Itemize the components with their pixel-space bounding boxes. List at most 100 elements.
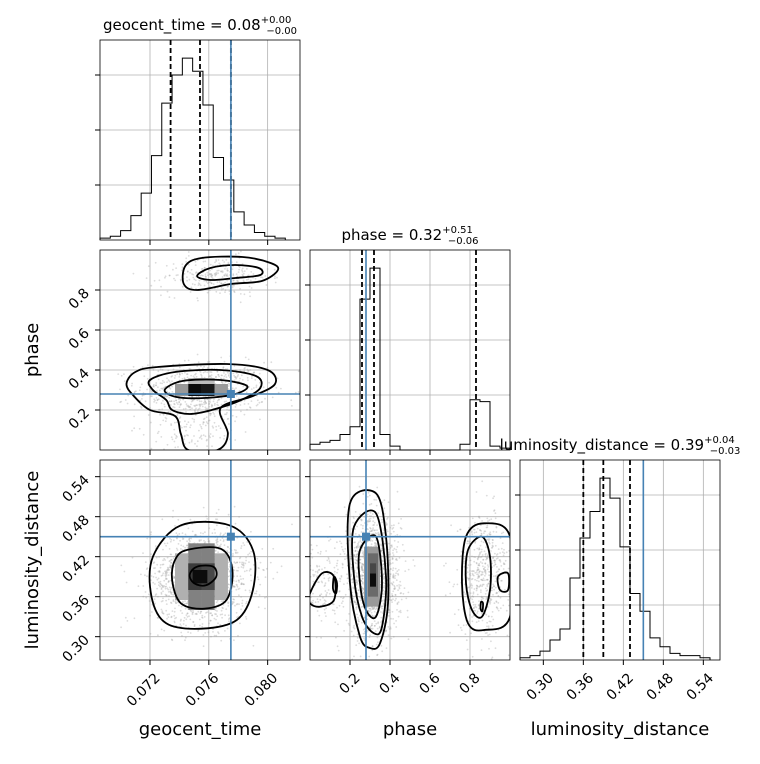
scatter-point (219, 436, 222, 439)
scatter-point (240, 582, 243, 585)
scatter-point (256, 557, 259, 560)
scatter-point (201, 268, 204, 270)
scatter-point (173, 377, 176, 379)
scatter-point (209, 436, 212, 439)
scatter-point (223, 434, 226, 437)
scatter-point (222, 377, 225, 380)
scatter-point (205, 408, 207, 410)
scatter-point (492, 497, 494, 500)
scatter-point (238, 594, 240, 597)
panel-title-geocent_time: geocent_time = 0.08+0.00 −0.00 (103, 15, 297, 37)
scatter-point (475, 621, 478, 624)
scatter-point (140, 573, 142, 576)
scatter-point (161, 408, 164, 411)
scatter-point (444, 594, 447, 597)
scatter-point (320, 636, 322, 639)
scatter-point (237, 374, 240, 376)
scatter-point (361, 575, 363, 578)
scatter-point (479, 524, 482, 526)
hist-frame-phase (309, 249, 511, 451)
scatter-point (217, 622, 219, 625)
scatter-point (337, 623, 339, 626)
scatter-point (362, 569, 365, 572)
scatter-point (196, 445, 198, 448)
scatter-point (497, 557, 499, 559)
scatter-point (354, 601, 357, 604)
scatter-point (470, 583, 473, 585)
scatter-point (160, 583, 162, 586)
scatter-point (355, 562, 357, 565)
scatter-point (291, 405, 293, 407)
scatter-point (190, 268, 193, 271)
scatter-point (484, 553, 487, 556)
scatter-point (164, 585, 167, 588)
scatter-point (467, 564, 470, 566)
scatter-point (476, 527, 479, 530)
scatter-point (361, 567, 364, 570)
scatter-point (272, 577, 275, 580)
scatter-point (380, 621, 382, 624)
scatter-point (157, 430, 160, 433)
scatter-point (402, 592, 405, 595)
scatter-point (493, 602, 496, 605)
scatter-point (481, 571, 484, 574)
scatter-point (174, 600, 177, 603)
scatter-point (477, 574, 480, 576)
scatter-point (477, 580, 480, 583)
scatter-point (249, 538, 252, 541)
scatter-point (350, 563, 353, 566)
scatter-point (202, 418, 205, 421)
scatter-point (170, 601, 172, 604)
scatter-point (483, 530, 486, 533)
scatter-point (161, 585, 164, 588)
histogram-step-geocent_time (99, 57, 286, 240)
scatter-point (250, 568, 252, 571)
scatter-point (165, 574, 168, 577)
scatter-point (486, 524, 489, 527)
scatter-point (337, 649, 340, 652)
scatter-point (366, 523, 369, 526)
scatter-point (487, 539, 490, 542)
scatter-point (462, 557, 465, 560)
scatter-point (232, 566, 235, 569)
scatter-point (166, 578, 168, 580)
scatter-point (215, 542, 218, 544)
scatter-point (133, 415, 136, 418)
scatter-point (363, 616, 366, 619)
scatter-point (160, 584, 163, 587)
scatter-point (260, 276, 262, 279)
scatter-point (165, 594, 168, 597)
scatter-point (388, 556, 391, 558)
scatter-point (159, 582, 162, 585)
scatter-point (478, 600, 480, 602)
scatter-point (177, 446, 179, 448)
scatter-point (198, 407, 201, 410)
scatter-point (394, 587, 397, 590)
scatter-point (238, 516, 241, 518)
scatter-point (166, 381, 169, 383)
scatter-point (491, 589, 493, 592)
scatter-point (481, 597, 484, 599)
scatter-point (172, 268, 174, 271)
scatter-point (449, 592, 452, 595)
scatter-point (193, 625, 196, 628)
scatter-point (238, 557, 241, 560)
scatter-point (240, 566, 243, 568)
scatter-point (179, 403, 182, 405)
scatter-point (132, 272, 135, 275)
scatter-point (189, 424, 192, 426)
scatter-point (477, 604, 480, 606)
scatter-point (314, 570, 317, 573)
scatter-point (387, 501, 390, 504)
scatter-point (170, 561, 173, 564)
scatter-point (356, 636, 359, 639)
scatter-point (234, 439, 237, 441)
scatter-point (399, 584, 402, 587)
scatter-point (223, 544, 226, 547)
scatter-point (376, 486, 379, 489)
scatter-point (395, 597, 397, 600)
scatter-point (270, 361, 273, 364)
scatter-point (370, 627, 372, 630)
scatter-point (490, 518, 493, 521)
scatter-point (182, 545, 185, 548)
